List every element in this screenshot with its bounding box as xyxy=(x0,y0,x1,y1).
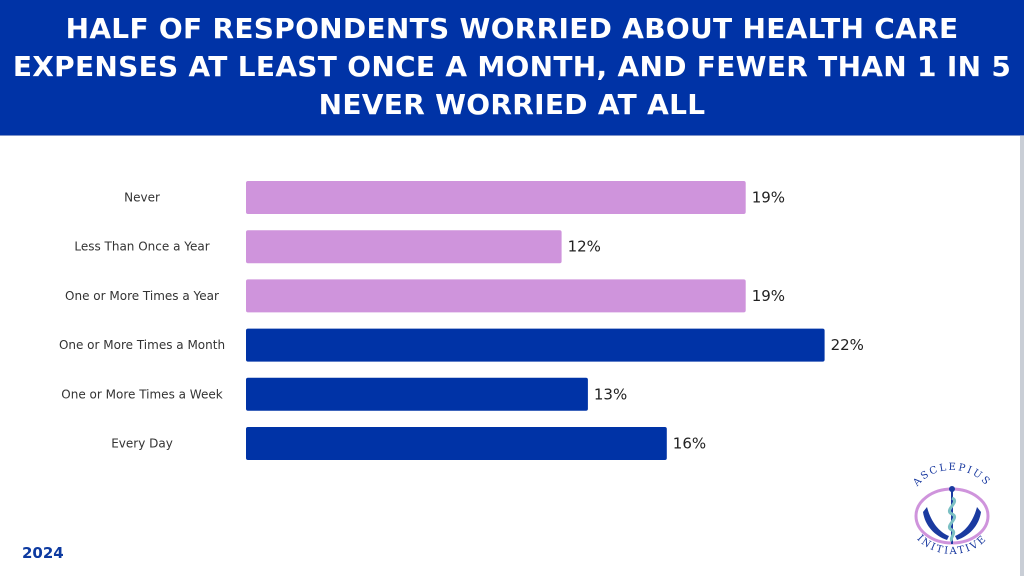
bar-group: Less Than Once a Year 12% xyxy=(74,230,601,264)
title-banner: HALF OF RESPONDENTS WORRIED ABOUT HEALTH… xyxy=(0,0,1024,136)
bar xyxy=(246,328,825,362)
bar-group: One or More Times a Year 19% xyxy=(65,279,785,313)
staff-top-icon xyxy=(949,486,955,492)
left-hand-icon xyxy=(923,507,949,540)
year-label: 2024 xyxy=(22,544,64,562)
bar xyxy=(246,279,746,313)
category-label: One or More Times a Week xyxy=(61,387,222,401)
logo-top-text: ASCLEPIUS xyxy=(911,462,993,489)
right-edge-divider xyxy=(1020,136,1024,576)
value-label: 12% xyxy=(568,238,601,256)
bar xyxy=(246,181,746,214)
asclepius-initiative-logo: ASCLEPIUS INITIATIVE xyxy=(911,462,993,557)
value-label: 13% xyxy=(594,385,627,403)
serpent-icon xyxy=(947,496,957,543)
right-hand-icon xyxy=(955,507,981,540)
category-label: One or More Times a Year xyxy=(65,289,219,303)
bar-group: One or More Times a Month 22% xyxy=(59,328,864,362)
category-label: Never xyxy=(124,191,160,205)
bar-group: Every Day 16% xyxy=(111,427,706,460)
bar-group: One or More Times a Week 13% xyxy=(61,377,627,411)
category-label: Less Than Once a Year xyxy=(74,240,209,254)
category-label: One or More Times a Month xyxy=(59,338,225,352)
bar xyxy=(246,230,562,264)
bar xyxy=(246,377,588,411)
value-label: 19% xyxy=(752,189,785,207)
value-label: 19% xyxy=(752,287,785,305)
category-label: Every Day xyxy=(111,437,173,451)
value-label: 16% xyxy=(673,435,706,453)
bar xyxy=(246,427,667,460)
chart-title: HALF OF RESPONDENTS WORRIED ABOUT HEALTH… xyxy=(12,12,1012,121)
bar-group: Never 19% xyxy=(124,181,785,214)
value-label: 22% xyxy=(831,336,864,354)
